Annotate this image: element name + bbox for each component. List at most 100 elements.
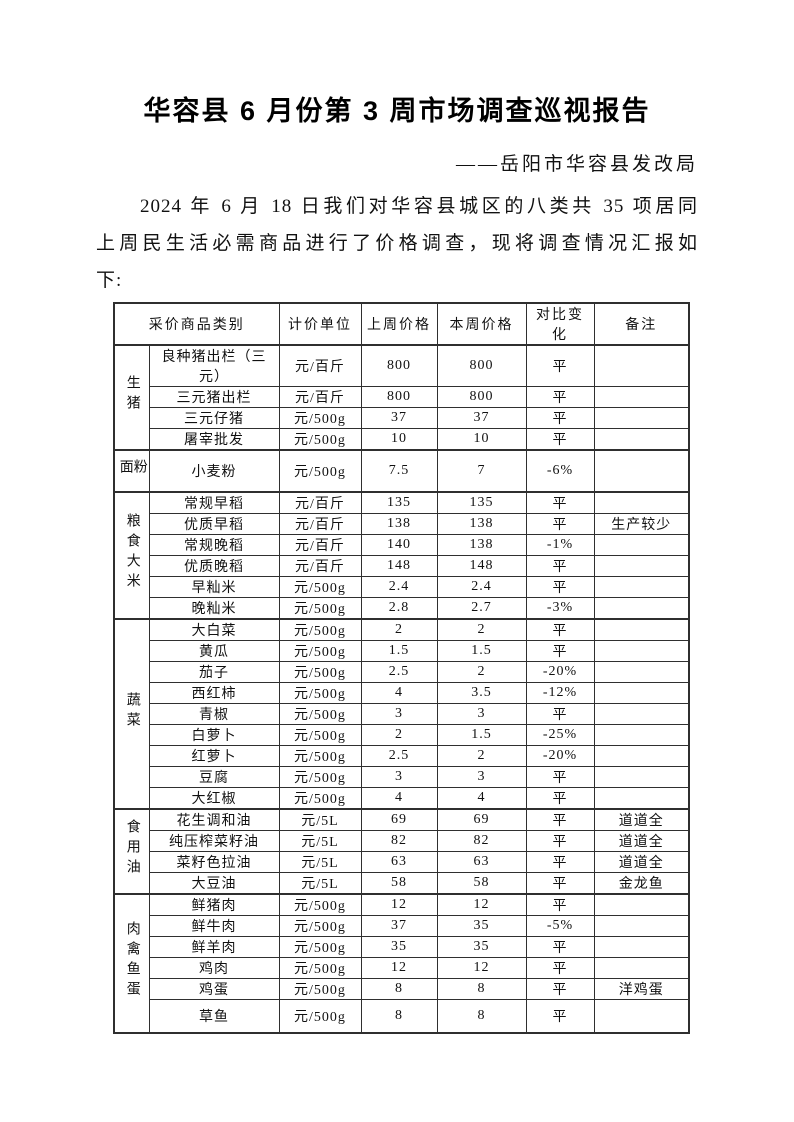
cell-unit: 元/百斤 xyxy=(278,534,362,557)
intro-paragraph: 2024 年 6 月 18 日我们对华容县城区的八类共 35 项居同 上周民生活… xyxy=(96,188,698,299)
cell-last-week-price: 4 xyxy=(360,682,438,705)
cell-unit: 元/500g xyxy=(278,407,362,430)
cell-unit: 元/500g xyxy=(278,915,362,938)
cell-this-week-price: 148 xyxy=(436,555,527,578)
cell-note xyxy=(593,576,690,599)
cell-item-name: 红萝卜 xyxy=(148,745,280,768)
cell-item-name: 花生调和油 xyxy=(148,808,280,832)
cell-last-week-price: 1.5 xyxy=(360,640,438,663)
group-label: 生猪 xyxy=(113,344,150,451)
cell-item-name: 三元猪出栏 xyxy=(148,386,280,409)
header-last-week-price: 上周价格 xyxy=(360,302,438,347)
cell-change: 平 xyxy=(525,766,595,789)
cell-item-name: 纯压榨菜籽油 xyxy=(148,830,280,853)
cell-this-week-price: 1.5 xyxy=(436,724,527,747)
cell-unit: 元/500g xyxy=(278,999,362,1034)
table-row: 鲜牛肉 元/500g 37 35 -5% xyxy=(114,915,690,938)
cell-note xyxy=(593,724,690,747)
cell-change: 平 xyxy=(525,618,595,642)
cell-unit: 元/百斤 xyxy=(278,386,362,409)
cell-item-name: 优质晚稻 xyxy=(148,555,280,578)
cell-unit: 元/5L xyxy=(278,851,362,874)
cell-change: 平 xyxy=(525,893,595,917)
cell-item-name: 青椒 xyxy=(148,703,280,726)
cell-unit: 元/百斤 xyxy=(278,513,362,536)
table-row: 食用油 花生调和油 元/5L 69 69 平道道全 xyxy=(113,808,690,895)
cell-note xyxy=(593,344,690,388)
cell-note: 生产较少 xyxy=(593,513,690,536)
cell-item-name: 鲜牛肉 xyxy=(148,915,280,938)
table-header-row: 采价商品类别 计价单位 上周价格 本周价格 对比变化 备注 xyxy=(113,302,690,347)
group-label: 食用油 xyxy=(113,808,150,895)
cell-note xyxy=(593,640,690,663)
cell-this-week-price: 800 xyxy=(436,344,527,388)
cell-last-week-price: 2.5 xyxy=(360,661,438,684)
cell-change: -5% xyxy=(525,915,595,938)
cell-change: -6% xyxy=(525,449,595,493)
cell-item-name: 黄瓜 xyxy=(148,640,280,663)
table-row: 草鱼 元/500g 8 8 平 xyxy=(114,999,690,1034)
group-label: 粮食大米 xyxy=(113,491,150,620)
header-category: 采价商品类别 xyxy=(113,302,280,347)
cell-this-week-price: 35 xyxy=(436,915,527,938)
table-row: 粮食大米 常规早稻 元/百斤 135 135 平 xyxy=(113,491,690,620)
cell-unit: 元/百斤 xyxy=(278,555,362,578)
group-label: 面粉 xyxy=(113,449,150,493)
cell-this-week-price: 138 xyxy=(436,534,527,557)
cell-change: 平 xyxy=(525,999,595,1034)
table-row: 蔬菜 大白菜 元/500g 2 2 平 xyxy=(113,618,690,810)
cell-note xyxy=(593,766,690,789)
cell-change: 平 xyxy=(525,787,595,810)
cell-change: -12% xyxy=(525,682,595,705)
cell-item-name: 小麦粉 xyxy=(148,449,280,493)
cell-change: 平 xyxy=(525,491,595,515)
cell-last-week-price: 10 xyxy=(360,428,438,451)
cell-note xyxy=(593,893,690,917)
cell-change: 平 xyxy=(525,513,595,536)
cell-this-week-price: 58 xyxy=(436,872,527,895)
cell-last-week-price: 135 xyxy=(360,491,438,515)
cell-this-week-price: 2.7 xyxy=(436,597,527,620)
cell-change: -20% xyxy=(525,745,595,768)
group-label: 肉禽鱼蛋 xyxy=(113,893,150,1034)
cell-note xyxy=(593,534,690,557)
header-this-week-price: 本周价格 xyxy=(436,302,527,347)
cell-this-week-price: 37 xyxy=(436,407,527,430)
table-row: 三元猪出栏 元/百斤 800 800 平 xyxy=(114,386,690,409)
cell-unit: 元/500g xyxy=(278,449,362,493)
cell-last-week-price: 69 xyxy=(360,808,438,832)
cell-this-week-price: 800 xyxy=(436,386,527,409)
cell-note xyxy=(593,428,690,451)
cell-last-week-price: 12 xyxy=(360,957,438,980)
table-row: 白萝卜 元/500g 2 1.5 -25% xyxy=(114,724,690,747)
cell-item-name: 大白菜 xyxy=(148,618,280,642)
table-row: 面粉 小麦粉 元/500g 7.5 7 -6% xyxy=(113,449,690,493)
cell-item-name: 常规晚稻 xyxy=(148,534,280,557)
cell-this-week-price: 2 xyxy=(436,618,527,642)
cell-this-week-price: 2.4 xyxy=(436,576,527,599)
cell-unit: 元/500g xyxy=(278,618,362,642)
cell-unit: 元/500g xyxy=(278,640,362,663)
cell-this-week-price: 3 xyxy=(436,766,527,789)
page-title: 华容县 6 月份第 3 周市场调查巡视报告 xyxy=(143,96,651,126)
cell-item-name: 大豆油 xyxy=(148,872,280,895)
cell-item-name: 常规早稻 xyxy=(148,491,280,515)
cell-item-name: 晚籼米 xyxy=(148,597,280,620)
table-row: 屠宰批发 元/500g 10 10 平 xyxy=(114,428,690,451)
cell-this-week-price: 3.5 xyxy=(436,682,527,705)
cell-unit: 元/500g xyxy=(278,978,362,1001)
cell-item-name: 草鱼 xyxy=(148,999,280,1034)
cell-note xyxy=(593,407,690,430)
cell-item-name: 茄子 xyxy=(148,661,280,684)
cell-change: 平 xyxy=(525,386,595,409)
cell-this-week-price: 138 xyxy=(436,513,527,536)
cell-note xyxy=(593,386,690,409)
table-row: 西红柿 元/500g 4 3.5 -12% xyxy=(114,682,690,705)
cell-note: 道道全 xyxy=(593,830,690,853)
cell-note: 金龙鱼 xyxy=(593,872,690,895)
price-table: 采价商品类别 计价单位 上周价格 本周价格 对比变化 备注 生猪 良种猪出栏（三元… xyxy=(113,302,690,1034)
cell-this-week-price: 8 xyxy=(436,999,527,1034)
header-change: 对比变化 xyxy=(525,302,595,347)
cell-note: 道道全 xyxy=(593,851,690,874)
